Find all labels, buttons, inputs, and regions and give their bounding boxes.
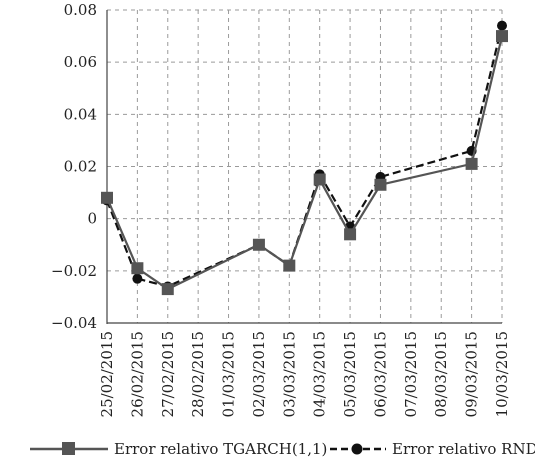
x-tick-label: 08/03/2015 bbox=[432, 331, 450, 417]
data-point-tgarch bbox=[283, 259, 296, 272]
data-point-tgarch bbox=[161, 283, 174, 296]
data-point-rnd bbox=[132, 273, 143, 284]
x-tick-label: 09/03/2015 bbox=[463, 331, 481, 417]
data-point-tgarch bbox=[101, 191, 113, 204]
y-tick-label: 0 bbox=[87, 210, 97, 228]
axes bbox=[106, 10, 502, 324]
y-tick-label: 0.06 bbox=[64, 53, 97, 71]
legend: Error relativo TGARCH(1,1) Error relativ… bbox=[30, 440, 535, 458]
series-line-rnd bbox=[105, 25, 504, 288]
x-tick-label: 04/03/2015 bbox=[311, 331, 329, 417]
x-tick-label: 03/03/2015 bbox=[280, 331, 298, 417]
data-point-tgarch bbox=[313, 173, 326, 186]
y-tick-label: 0.02 bbox=[64, 158, 97, 176]
data-point-tgarch bbox=[496, 30, 508, 43]
legend-label-tgarch: Error relativo TGARCH(1,1) bbox=[114, 440, 327, 458]
x-tick-label: 01/03/2015 bbox=[220, 331, 238, 417]
series-line-tgarch bbox=[105, 35, 504, 291]
y-tick-labels: 0.08 0.06 0.04 0.02 0 −0.02 −0.04 bbox=[51, 1, 97, 332]
legend-label-rnd: Error relativo RND bbox=[392, 440, 535, 458]
data-point-tgarch bbox=[131, 262, 144, 275]
legend-marker-tgarch bbox=[62, 442, 75, 455]
gridlines bbox=[106, 9, 503, 323]
y-tick-label: 0.08 bbox=[64, 1, 97, 19]
x-tick-labels: 25/02/2015 26/02/2015 27/02/2015 28/02/2015… bbox=[98, 331, 511, 417]
legend-marker-rnd bbox=[351, 443, 363, 455]
y-tick-label: −0.04 bbox=[51, 314, 97, 332]
data-point-tgarch bbox=[465, 157, 478, 170]
series-group bbox=[101, 20, 508, 296]
data-point-rnd bbox=[497, 20, 507, 31]
x-tick-label: 28/02/2015 bbox=[189, 331, 207, 417]
x-tick-label: 07/03/2015 bbox=[402, 331, 420, 417]
y-tick-label: 0.04 bbox=[64, 105, 97, 123]
y-tick-label: −0.02 bbox=[51, 262, 97, 280]
x-tick-label: 02/03/2015 bbox=[250, 331, 268, 417]
legend-item-rnd: Error relativo RND bbox=[330, 440, 535, 458]
x-tick-label: 26/02/2015 bbox=[128, 331, 146, 417]
x-tick-label: 10/03/2015 bbox=[493, 331, 511, 417]
x-tick-label: 06/03/2015 bbox=[371, 331, 389, 417]
x-tick-label: 27/02/2015 bbox=[159, 331, 177, 417]
data-point-tgarch bbox=[374, 178, 387, 191]
x-tick-label: 25/02/2015 bbox=[98, 331, 116, 417]
x-tick-label: 05/03/2015 bbox=[341, 331, 359, 417]
data-point-tgarch bbox=[252, 238, 265, 251]
data-point-tgarch bbox=[344, 228, 357, 241]
legend-item-tgarch: Error relativo TGARCH(1,1) bbox=[30, 440, 327, 458]
